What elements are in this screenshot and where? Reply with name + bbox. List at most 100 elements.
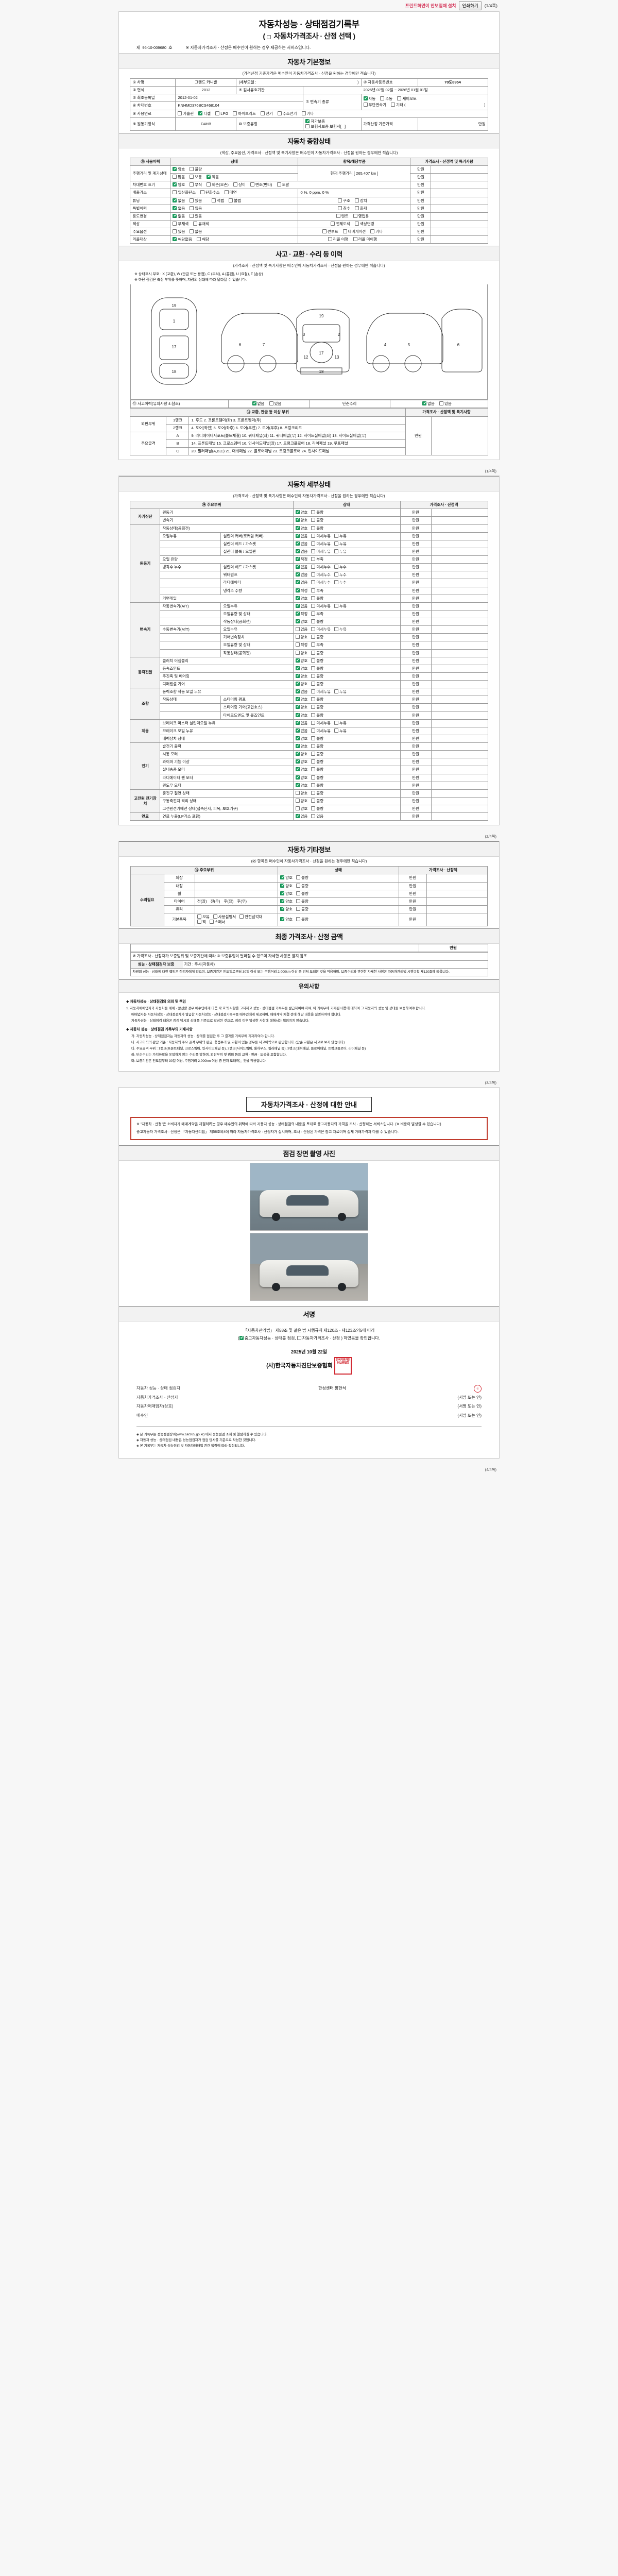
vin-option-damage[interactable]: 훼손(오손) [207,182,229,188]
detail-opt-3-1-0[interactable]: 양호 [295,666,307,671]
detail-opt-5-0-1[interactable]: 미세누유 [311,720,331,726]
other-opt-2-1[interactable]: 불량 [296,891,308,896]
color-item-full-repaint[interactable]: 전체도색 [331,221,350,227]
detail-opt-4-0-0[interactable]: 없음 [295,689,307,694]
special-item-flood[interactable]: 침수 [338,206,350,211]
detail-opt-2-0-0[interactable]: 없음 [295,603,307,609]
print-button[interactable]: 인쇄하기 [459,1,482,10]
detail-price-4-2[interactable] [431,703,488,712]
sig-seal-dealer[interactable]: (서명 또는 인) [457,1404,482,1409]
fuel-option-electric[interactable]: 전기 [260,111,273,116]
detail-opt-3-2-0[interactable]: 양호 [295,673,307,679]
detail-opt-0-1-1[interactable]: 불량 [311,518,323,523]
detail-price-2-5[interactable] [431,641,488,650]
detail-opt-5-2-0[interactable]: 양호 [295,736,307,741]
fuel-option-gasoline[interactable]: 가솔린 [178,111,194,116]
exchange-price-note[interactable] [431,416,488,456]
detail-opt-2-5-1[interactable]: 부족 [311,642,323,648]
detail-opt-1-9-1[interactable]: 불량 [311,596,323,601]
detail-opt-5-1-1[interactable]: 미세누유 [311,728,331,734]
sig-seal-buyer[interactable]: (서명 또는 인) [457,1413,482,1418]
detail-price-6-1[interactable] [431,750,488,759]
other-opt-1-1[interactable]: 불량 [296,883,308,889]
detail-opt-3-1-1[interactable]: 불량 [311,666,323,671]
detail-opt-7-2-0[interactable]: 양호 [295,806,307,811]
detail-opt-8-0-0[interactable]: 없음 [295,814,307,819]
final-price-value[interactable] [130,944,419,953]
detail-opt-7-0-1[interactable]: 불량 [311,790,323,796]
mainopt-option-none[interactable]: 없음 [190,229,202,234]
detail-price-6-4[interactable] [431,773,488,782]
detail-opt-0-0-1[interactable]: 불량 [311,510,323,515]
detail-opt-2-1-1[interactable]: 부족 [311,611,323,617]
detail-price-1-9[interactable] [431,594,488,603]
vin-option-good[interactable]: 양호 [173,182,185,188]
special-option-yes[interactable]: 있음 [190,206,202,211]
detail-opt-4-3-1[interactable]: 불량 [311,713,323,718]
mileage-option-many[interactable]: 많음 [173,175,185,180]
usage-item-rent[interactable]: 렌트 [336,213,348,219]
detail-price-1-7[interactable] [431,579,488,587]
detail-opt-7-1-0[interactable]: 양호 [295,798,307,804]
detail-opt-4-2-1[interactable]: 불량 [311,705,323,710]
color-option-achromatic[interactable]: 무채색 [173,221,188,227]
detail-opt-6-3-0[interactable]: 양호 [295,767,307,772]
detail-price-0-0[interactable] [431,509,488,517]
price-note-8[interactable] [431,219,488,229]
basic-item-3[interactable]: 잭 [197,920,206,925]
detail-price-2-6[interactable] [431,649,488,657]
detail-opt-2-3-1[interactable]: 미세누유 [311,627,331,632]
detail-price-7-2[interactable] [431,804,488,814]
detail-price-1-0[interactable] [431,524,488,533]
detail-opt-6-4-0[interactable]: 양호 [295,775,307,781]
other-opt-3-1[interactable]: 불량 [296,899,308,904]
detail-opt-6-5-1[interactable]: 불량 [311,783,323,788]
vin-option-corrosion[interactable]: 부식 [190,182,202,188]
emission-option-co[interactable]: 일산화탄소 [173,190,196,195]
warranty-option-insurer[interactable]: 보험사보증 보험사[ [305,124,341,129]
detail-opt-5-1-0[interactable]: 없음 [295,728,307,734]
detail-price-5-0[interactable] [431,719,488,727]
detail-opt-8-0-1[interactable]: 있음 [311,814,323,819]
mileage-option-few[interactable]: 적음 [207,174,219,180]
fuel-option-hybrid[interactable]: 하이브리드 [233,111,256,116]
usage-item-commercial[interactable]: 영업용 [353,213,369,219]
detail-opt-6-5-0[interactable]: 양호 [295,783,307,788]
detail-price-6-3[interactable] [431,766,488,774]
detail-price-1-8[interactable] [431,586,488,595]
recall-option-applicable[interactable]: 해당 [197,237,209,242]
detail-opt-0-1-0[interactable]: 양호 [295,517,307,523]
detail-opt-6-4-1[interactable]: 불량 [311,775,323,781]
detail-price-4-1[interactable] [431,696,488,704]
detail-opt-7-0-0[interactable]: 양호 [295,790,307,796]
detail-opt-3-0-1[interactable]: 불량 [311,658,323,664]
other-opt-4-0[interactable]: 양호 [280,906,293,912]
detail-opt-2-3-2[interactable]: 누유 [334,627,347,632]
usage-option-yes[interactable]: 있음 [190,213,202,219]
detail-opt-1-3-1[interactable]: 미세누유 [311,549,331,554]
other-opt-0-1[interactable]: 불량 [296,875,308,880]
detail-opt-1-3-0[interactable]: 없음 [295,549,307,554]
detail-opt-7-2-1[interactable]: 불량 [311,806,323,811]
detail-price-7-1[interactable] [431,796,488,806]
detail-price-3-1[interactable] [431,664,488,673]
other-price-5[interactable] [426,912,488,927]
detail-price-5-1[interactable] [431,726,488,735]
detail-opt-1-6-2[interactable]: 누수 [334,572,347,578]
price-note-2[interactable] [431,173,488,182]
color-option-chromatic[interactable]: 유채색 [193,221,209,227]
detail-opt-2-0-2[interactable]: 누유 [334,603,347,609]
price-note-9[interactable] [431,227,488,236]
detail-opt-7-1-1[interactable]: 불량 [311,798,323,804]
detail-opt-2-6-1[interactable]: 불량 [311,650,323,656]
basic-item-4[interactable]: 스패너 [209,920,225,925]
price-note-7[interactable] [431,212,488,221]
accident-option-yes[interactable]: 있음 [269,401,281,406]
other-price-3[interactable] [426,897,488,906]
detail-price-1-2[interactable] [431,539,488,548]
price-note-4[interactable] [431,189,488,197]
detail-opt-1-8-0[interactable]: 적정 [295,588,307,594]
special-option-none[interactable]: 없음 [173,206,185,211]
detail-opt-4-0-1[interactable]: 미세누유 [311,689,331,694]
emission-option-smoke[interactable]: 매연 [224,190,237,195]
